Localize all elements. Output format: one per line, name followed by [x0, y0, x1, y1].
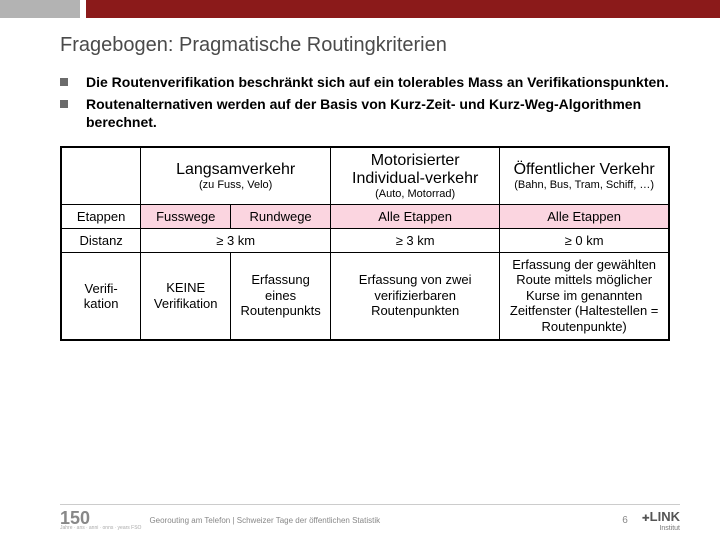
page-number: 6	[622, 515, 628, 526]
bullet-item: Die Routenverifikation beschränkt sich a…	[60, 73, 680, 91]
cell-dist-2: ≥ 3 km	[331, 228, 500, 252]
bullet-text: Routenalternativen werden auf der Basis …	[86, 95, 680, 131]
header-main: Öffentlicher Verkehr	[506, 161, 662, 179]
cell-verif-kurse: Erfassung der gewählten Route mittels mö…	[500, 252, 669, 339]
cell-verif-zwei: Erfassung von zwei verifizierbaren Route…	[331, 252, 500, 339]
bullet-list: Die Routenverifikation beschränkt sich a…	[60, 73, 680, 132]
bullet-text: Die Routenverifikation beschränkt sich a…	[86, 73, 669, 91]
cell-fusswege: Fusswege	[141, 204, 231, 228]
slide-content: Fragebogen: Pragmatische Routingkriterie…	[0, 18, 720, 341]
slide-footer: 150 Jahre ∙ ans ∙ anni ∙ onns ∙ years FS…	[0, 504, 720, 532]
footer-left: 150 Jahre ∙ ans ∙ anni ∙ onns ∙ years FS…	[60, 511, 380, 531]
cell-verif-keine: KEINE Verifikation	[141, 252, 231, 339]
header-sub: (Auto, Motorrad)	[337, 188, 493, 200]
band-red	[86, 0, 720, 18]
cell-dist-1: ≥ 3 km	[141, 228, 331, 252]
cell-alle-1: Alle Etappen	[331, 204, 500, 228]
bullet-square-icon	[60, 78, 68, 86]
band-grey	[0, 0, 80, 18]
link-institut-logo: ✚LINK Institut	[642, 509, 680, 532]
footer-divider	[60, 504, 680, 505]
header-langsamverkehr: Langsamverkehr (zu Fuss, Velo)	[141, 147, 331, 205]
table-row-distanz: Distanz ≥ 3 km ≥ 3 km ≥ 0 km	[61, 228, 669, 252]
header-oev: Öffentlicher Verkehr (Bahn, Bus, Tram, S…	[500, 147, 669, 205]
cell-dist-3: ≥ 0 km	[500, 228, 669, 252]
cell-alle-2: Alle Etappen	[500, 204, 669, 228]
page-title: Fragebogen: Pragmatische Routingkriterie…	[60, 34, 680, 57]
bullet-item: Routenalternativen werden auf der Basis …	[60, 95, 680, 131]
header-sub: (zu Fuss, Velo)	[147, 179, 324, 191]
header-motorisiert: Motorisierter Individual-verkehr (Auto, …	[331, 147, 500, 205]
criteria-table: Langsamverkehr (zu Fuss, Velo) Motorisie…	[60, 146, 670, 341]
row-label: Distanz	[61, 228, 141, 252]
logo-150-icon: 150 Jahre ∙ ans ∙ anni ∙ onns ∙ years FS…	[60, 511, 141, 531]
logo-150-sub: Jahre ∙ ans ∙ anni ∙ onns ∙ years FSO	[60, 526, 141, 530]
row-label: Verifi-kation	[61, 252, 141, 339]
bullet-square-icon	[60, 100, 68, 108]
table-row-etappen: Etappen Fusswege Rundwege Alle Etappen A…	[61, 204, 669, 228]
footer-row: 150 Jahre ∙ ans ∙ anni ∙ onns ∙ years FS…	[60, 509, 680, 532]
cell-rundwege: Rundwege	[231, 204, 331, 228]
header-main: Langsamverkehr	[147, 161, 324, 179]
cell-verif-eines: Erfassung eines Routenpunkts	[231, 252, 331, 339]
header-main: Motorisierter Individual-verkehr	[337, 152, 493, 188]
footer-text: Georouting am Telefon | Schweizer Tage d…	[149, 516, 380, 525]
brand-text: LINK	[650, 509, 680, 524]
plus-icon: ✚	[642, 510, 650, 525]
row-label: Etappen	[61, 204, 141, 228]
header-empty	[61, 147, 141, 205]
table-row-verifikation: Verifi-kation KEINE Verifikation Erfassu…	[61, 252, 669, 339]
table-header-row: Langsamverkehr (zu Fuss, Velo) Motorisie…	[61, 147, 669, 205]
top-accent-band	[0, 0, 720, 18]
footer-right: 6 ✚LINK Institut	[622, 509, 680, 532]
header-sub: (Bahn, Bus, Tram, Schiff, …)	[506, 179, 662, 191]
brand-sub: Institut	[642, 525, 680, 532]
